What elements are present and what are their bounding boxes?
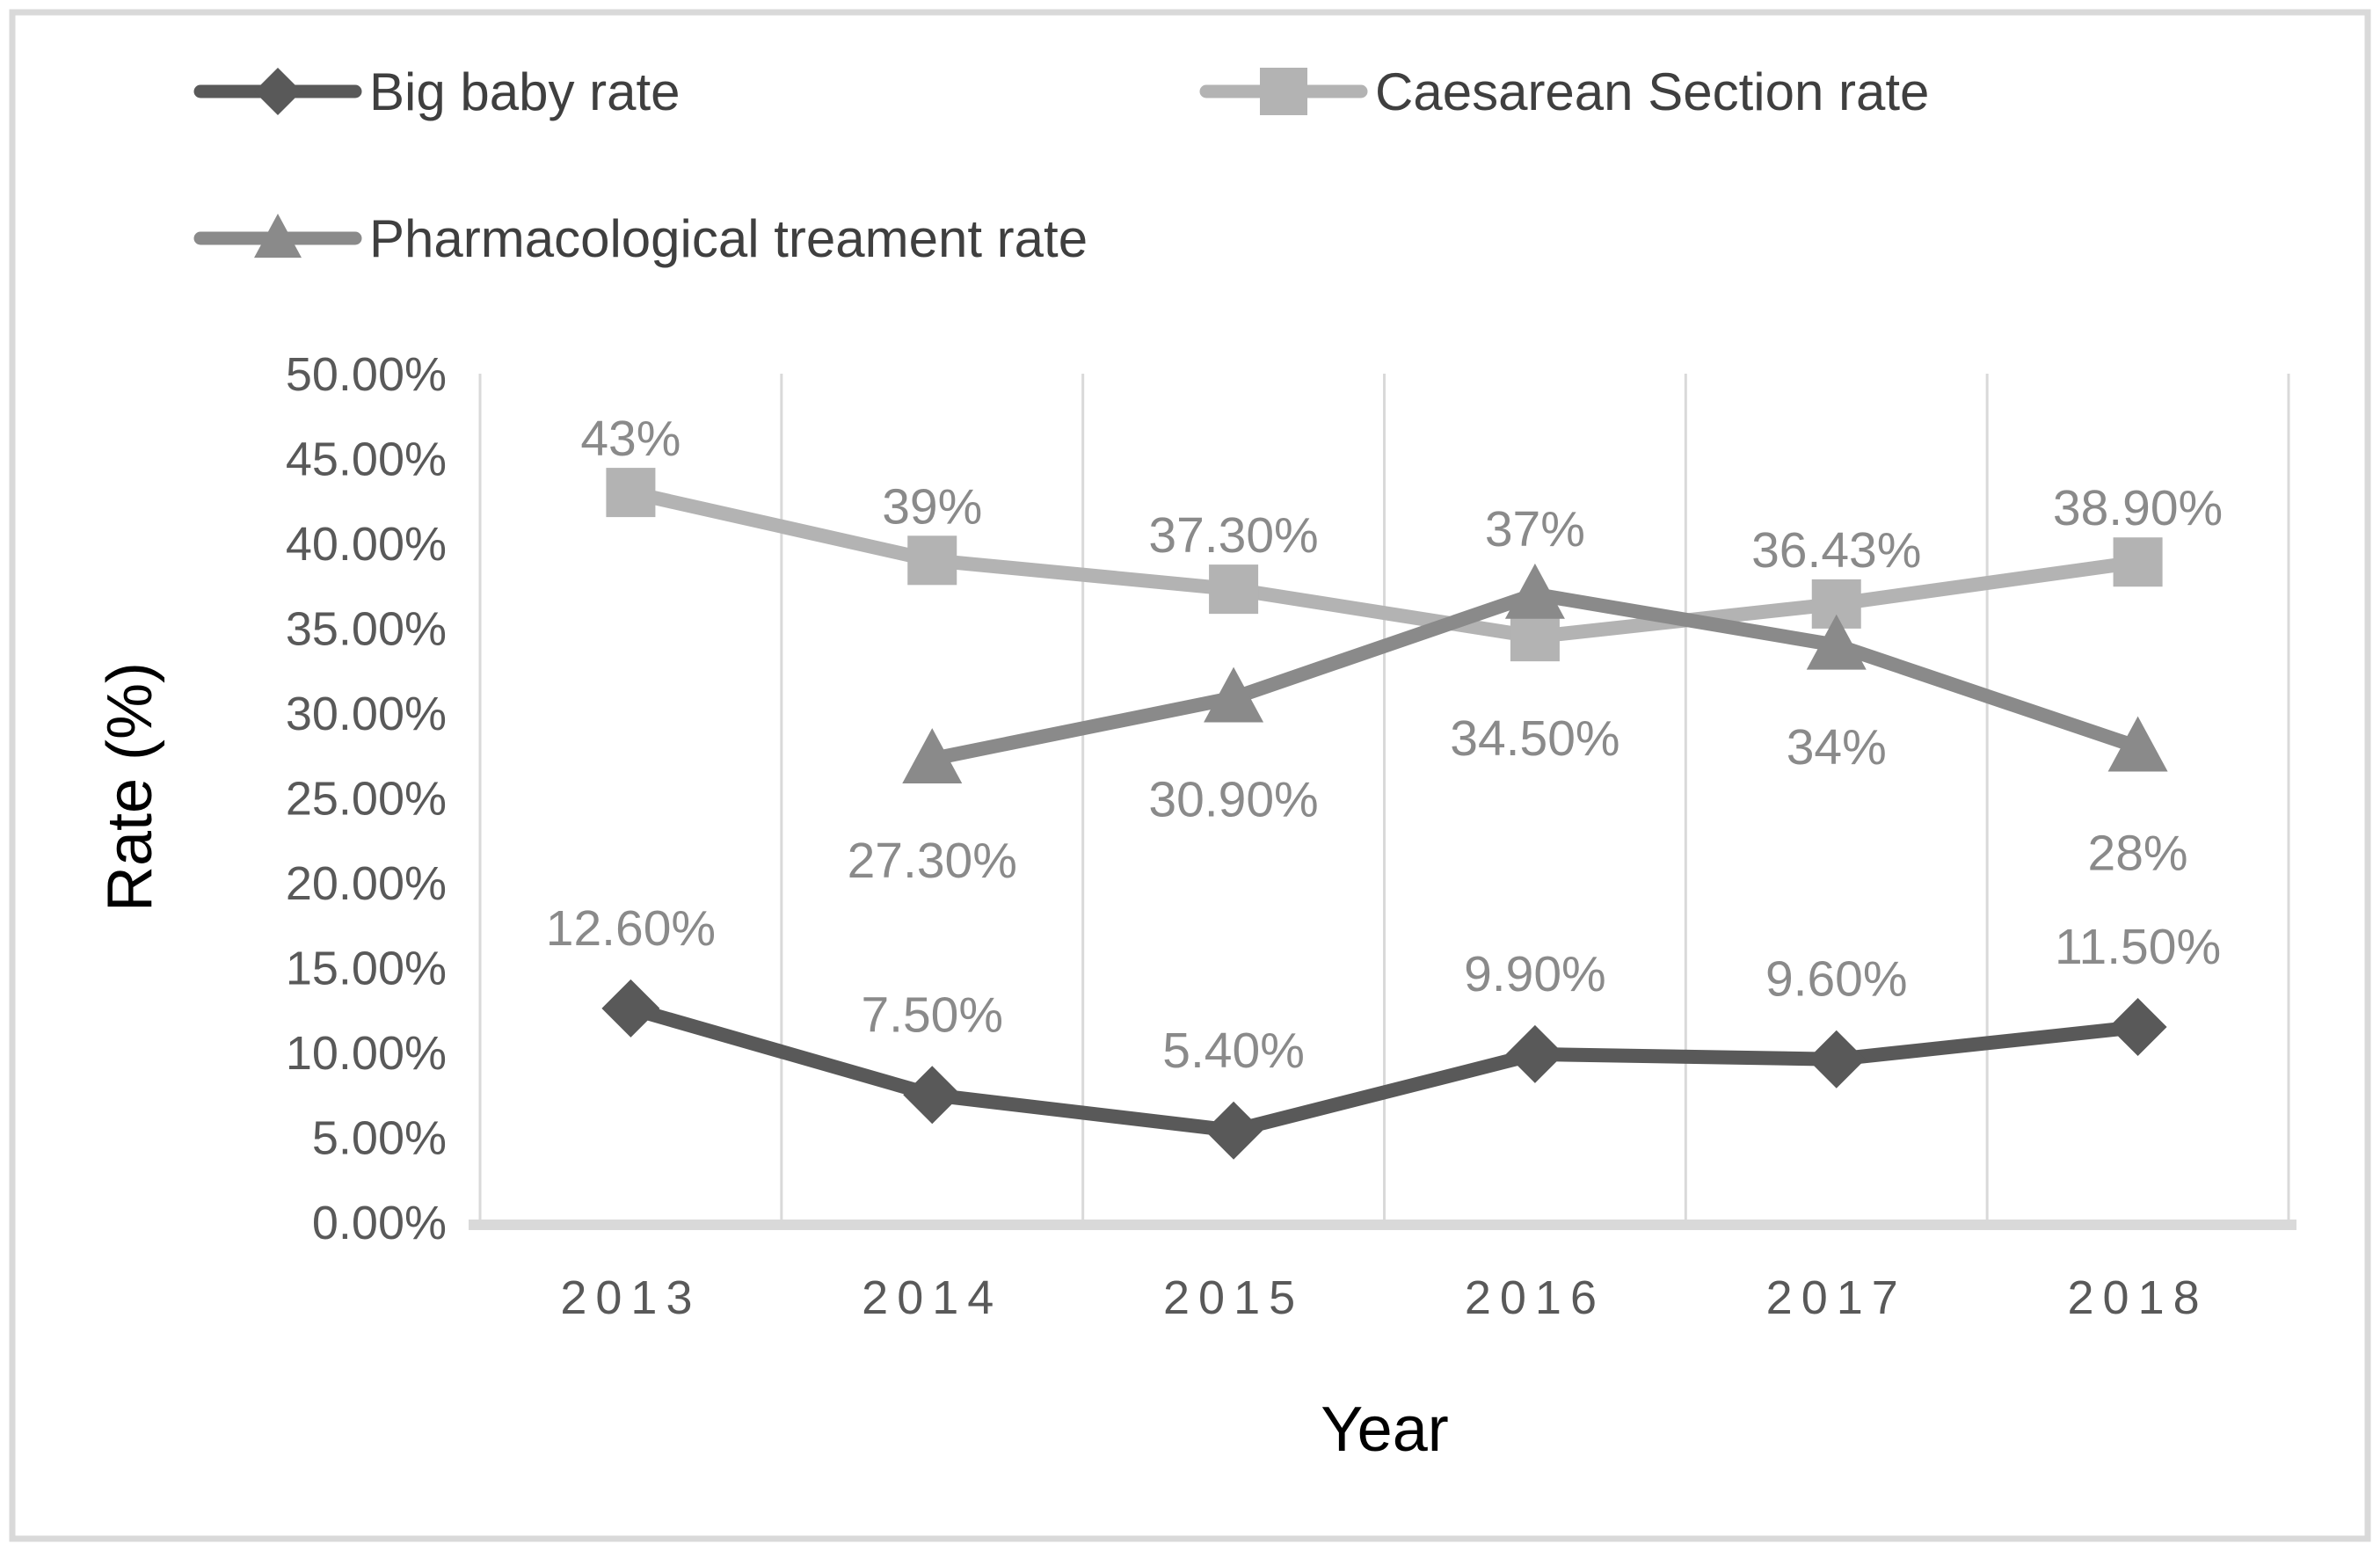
x-axis-title: Year: [1321, 1394, 1448, 1465]
y-tick-label: 0.00%: [312, 1197, 447, 1249]
square-marker: [907, 535, 957, 586]
data-label: 34%: [1787, 719, 1887, 776]
legend-item: Big baby rate: [193, 62, 681, 121]
x-tick-label: 2018: [2068, 1271, 2209, 1324]
data-label: 37.30%: [1148, 507, 1318, 564]
y-tick-label: 50.00%: [286, 348, 447, 401]
y-tick-label: 40.00%: [286, 518, 447, 571]
diamond-marker: [2108, 998, 2167, 1057]
data-label: 43%: [580, 411, 681, 467]
data-label: 39%: [882, 478, 982, 535]
triangle-marker: [1204, 666, 1264, 723]
series-line: [623, 485, 2145, 644]
triangle-marker: [1504, 563, 1565, 619]
square-marker: [606, 468, 656, 518]
data-label: 5.40%: [1162, 1023, 1305, 1079]
legend: Big baby rate Caesarean Section rate Pharm…: [193, 62, 1929, 268]
triangle-marker: [1806, 614, 1867, 670]
square-marker: [1209, 564, 1259, 615]
x-tick-label: 2017: [1766, 1271, 1907, 1324]
y-tick-label: 30.00%: [286, 688, 447, 740]
data-label: 36.43%: [1751, 522, 1921, 579]
data-label: 9.60%: [1765, 951, 1908, 1008]
data-label: 38.90%: [2053, 480, 2223, 536]
x-tick-label: 2013: [560, 1271, 701, 1324]
y-tick-label: 10.00%: [286, 1027, 447, 1080]
triangle-marker: [2107, 716, 2168, 772]
data-label: 11.50%: [2055, 919, 2221, 975]
triangle-marker: [902, 728, 963, 783]
legend-item: Caesarean Section rate: [1199, 62, 1929, 121]
y-axis-title: Rate (%): [95, 662, 165, 912]
x-tick-label: 2015: [1163, 1271, 1304, 1324]
diamond-marker: [1505, 1024, 1564, 1083]
series-diamond: [601, 979, 2167, 1160]
y-tick-label: 20.00%: [286, 857, 447, 910]
legend-label: Caesarean Section rate: [1375, 62, 1929, 121]
diamond-marker: [1807, 1030, 1866, 1089]
series-line: [623, 1001, 2145, 1138]
data-label: 37%: [1485, 501, 1585, 557]
square-marker: [2113, 537, 2163, 587]
data-label: 27.30%: [848, 833, 1017, 889]
square-marker: [1510, 612, 1560, 662]
data-label: 7.50%: [861, 987, 1003, 1043]
series-data-labels: 27.30% 30.90% 37% 34% 28%: [848, 501, 2188, 889]
data-label: 12.60%: [546, 900, 716, 957]
data-label: 34.50%: [1450, 710, 1619, 767]
series-triangle: [902, 563, 2168, 783]
data-label: 28%: [2088, 826, 2188, 882]
diamond-marker: [1205, 1101, 1263, 1160]
y-tick-label: 45.00%: [286, 433, 447, 486]
gridlines: [478, 374, 2290, 1222]
diamond-marker: [254, 68, 302, 115]
legend-label: Big baby rate: [369, 62, 681, 121]
y-tick-label: 15.00%: [286, 943, 447, 995]
diamond-marker: [601, 979, 660, 1038]
square-marker: [1260, 68, 1307, 115]
y-axis-tick-labels: 50.00% 45.00% 40.00% 35.00% 30.00% 25.00% 20.0…: [286, 348, 447, 1249]
x-tick-label: 2016: [1465, 1271, 1605, 1324]
y-tick-label: 25.00%: [286, 773, 447, 826]
diamond-marker: [903, 1066, 962, 1125]
y-tick-label: 5.00%: [312, 1112, 447, 1165]
legend-item: Pharmacological treament rate: [193, 209, 1088, 268]
triangle-marker: [254, 214, 302, 258]
x-axis-tick-labels: 2013 2014 2015 2016 2017 2018: [560, 1271, 2209, 1324]
data-label: 30.90%: [1148, 772, 1318, 828]
data-label: 9.90%: [1464, 946, 1606, 1002]
y-tick-label: 35.00%: [286, 603, 447, 656]
series-data-labels: 12.60% 7.50% 5.40% 9.90% 9.60% 11.50%: [546, 900, 2221, 1079]
series-data-labels: 43% 39% 37.30% 34.50% 36.43% 38.90%: [580, 411, 2223, 767]
series-square: [606, 468, 2163, 662]
x-tick-label: 2014: [862, 1271, 1002, 1324]
figure-border: [9, 9, 2371, 1542]
legend-label: Pharmacological treament rate: [369, 209, 1088, 268]
